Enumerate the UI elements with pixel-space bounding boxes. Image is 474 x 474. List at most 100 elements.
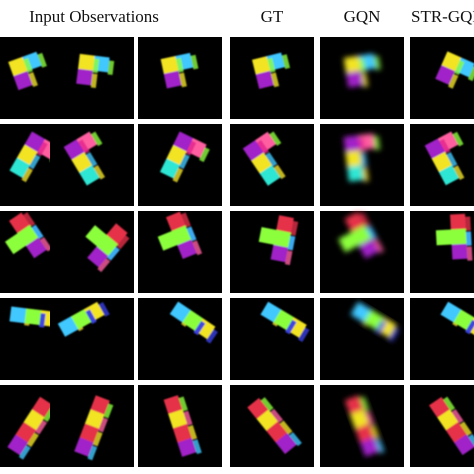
cube-face [157, 231, 178, 251]
cube-side [90, 131, 103, 147]
cube-side [93, 164, 106, 180]
cube-side [260, 397, 274, 412]
cube-side [186, 226, 197, 242]
cube-face [24, 308, 42, 326]
cube-face [441, 51, 462, 72]
cube-face [78, 53, 95, 71]
cube-object [343, 53, 381, 88]
cube-face [9, 212, 30, 234]
cube-side [190, 54, 199, 70]
cube-side [183, 410, 193, 426]
cube-side [39, 237, 52, 252]
cube-face [9, 306, 27, 324]
cube-face [338, 232, 359, 253]
cube-side [78, 139, 90, 154]
cube-side [451, 409, 464, 424]
cube-side [107, 60, 115, 75]
cube-object [260, 301, 310, 343]
cube-face [260, 301, 282, 323]
cube-side [265, 152, 278, 167]
cube-side [375, 438, 385, 454]
cube-object [435, 213, 473, 261]
cube-face [160, 55, 179, 74]
cube-face [159, 158, 180, 179]
cube-face [90, 395, 110, 415]
cube-side [270, 408, 283, 423]
cube-side [23, 212, 36, 227]
cube-side [281, 54, 291, 70]
cube-side [18, 445, 31, 460]
cube-side [285, 319, 297, 335]
cube-face [168, 409, 188, 429]
cube-face [346, 70, 364, 88]
cube-side [23, 57, 33, 73]
cube-side [289, 432, 302, 447]
cube-side [366, 225, 378, 241]
cube-face [15, 421, 37, 443]
cube-side [362, 167, 370, 182]
cube-face [182, 309, 203, 331]
cube-side [359, 396, 370, 412]
cube-object [63, 131, 106, 186]
cube-face [171, 225, 192, 246]
cube-face [358, 238, 379, 259]
cube-side [29, 154, 41, 170]
image-grid [0, 37, 474, 467]
cube-side [358, 57, 367, 73]
cube-side [360, 152, 368, 167]
cube-face [429, 396, 450, 418]
cube-object [159, 131, 210, 183]
cube-face [165, 211, 186, 232]
cube-side [92, 58, 100, 74]
cube-face [85, 225, 107, 247]
cube-face [177, 239, 197, 259]
cube-face [454, 434, 474, 456]
cube-side [92, 431, 103, 447]
cube-side [179, 154, 190, 169]
cube-side [359, 212, 371, 227]
cube-object [9, 306, 61, 330]
cube-side [373, 135, 381, 151]
cube-face [71, 152, 92, 173]
cube-side [284, 250, 293, 266]
cube-face [166, 144, 187, 165]
cube-object [76, 53, 115, 89]
cube-face [4, 233, 26, 255]
cube-face [276, 215, 294, 233]
cube-object [160, 52, 199, 89]
cube-side [192, 240, 203, 256]
cube-side [256, 139, 269, 155]
cube-side [364, 410, 375, 426]
cube-face [273, 229, 292, 248]
cube-side [459, 421, 472, 436]
cube-face [74, 437, 94, 457]
cube-side [85, 309, 97, 324]
cube-side [373, 55, 381, 71]
cube-side [373, 238, 385, 254]
cube-object [435, 51, 474, 89]
cube-object [8, 51, 47, 91]
cube-face [9, 157, 30, 178]
cube-side [358, 137, 366, 153]
cube-object [242, 131, 286, 186]
cube-object [343, 133, 381, 182]
cube-face [63, 139, 85, 160]
cube-side [193, 320, 206, 336]
cube-side [387, 327, 400, 343]
cube-face [450, 213, 466, 230]
cube-side [287, 235, 296, 251]
cube-side [199, 147, 210, 163]
cube-face [79, 165, 100, 186]
cube-face [275, 432, 297, 455]
cube-side [35, 420, 48, 435]
cube-face [438, 165, 460, 186]
cube-object [344, 395, 385, 457]
cube-face [273, 309, 294, 331]
cube-face [350, 301, 372, 323]
cube-face [7, 434, 29, 456]
cube-side [446, 152, 458, 167]
cube-face [451, 243, 468, 260]
cube-side [448, 73, 459, 89]
image-tile [410, 298, 474, 380]
